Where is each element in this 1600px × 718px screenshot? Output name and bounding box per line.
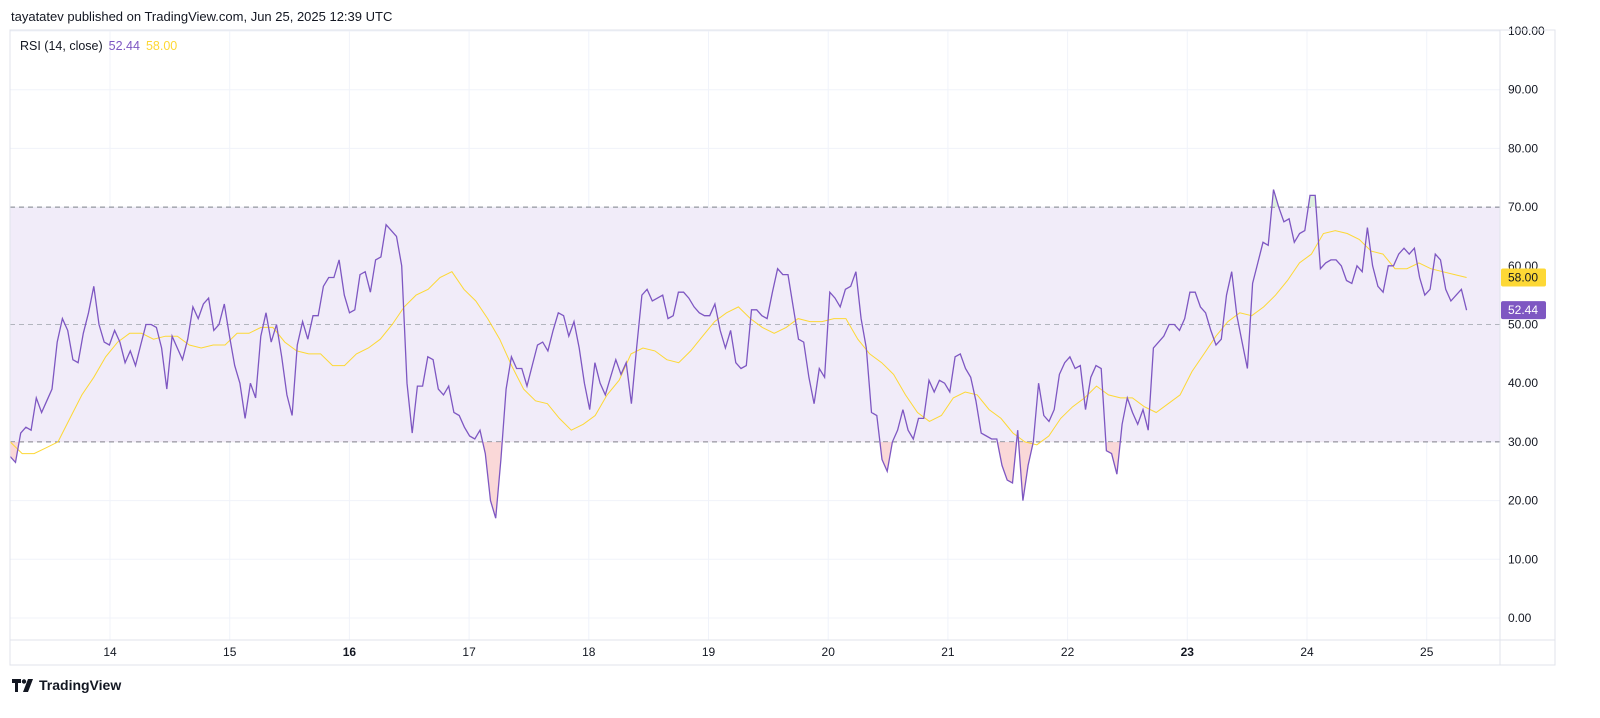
x-tick-label: 25 (1420, 645, 1434, 659)
y-tick-label: 100.00 (1508, 24, 1545, 38)
x-tick-label: 23 (1181, 645, 1195, 659)
x-tick-label: 14 (103, 645, 117, 659)
price-labels: 58.00 52.44 (1501, 268, 1546, 320)
publisher-caption: tayatatev published on TradingView.com, … (11, 9, 393, 24)
x-tick-label: 17 (462, 645, 476, 659)
x-tick-label: 15 (223, 645, 237, 659)
y-tick-label: 20.00 (1508, 494, 1538, 508)
y-tick-label: 0.00 (1508, 611, 1532, 625)
y-axis: 100.0090.0080.0070.0060.0050.0040.0030.0… (1508, 24, 1545, 625)
y-tick-label: 80.00 (1508, 141, 1538, 155)
ma-line (9, 230, 1467, 455)
y-tick-label: 90.00 (1508, 83, 1538, 97)
rsi-line (9, 189, 1468, 519)
indicator-legend[interactable]: RSI (14, close) 52.44 58.00 (20, 39, 183, 53)
x-tick-label: 20 (822, 645, 836, 659)
y-tick-label: 10.00 (1508, 552, 1538, 566)
rsi-price-label-bg (1501, 301, 1546, 320)
x-tick-label: 19 (702, 645, 716, 659)
ma-price-label: 58.00 (1508, 271, 1538, 285)
rsi-price-label: 52.44 (1508, 303, 1538, 317)
brand-name: TradingView (39, 677, 122, 693)
x-tick-label: 16 (343, 645, 357, 659)
y-tick-label: 30.00 (1508, 435, 1538, 449)
y-tick-label: 70.00 (1508, 200, 1538, 214)
footer-brand[interactable]: TradingView (12, 677, 121, 693)
x-tick-label: 24 (1300, 645, 1314, 659)
chart-frame (9, 29, 1556, 666)
y-tick-label: 50.00 (1508, 318, 1538, 332)
x-tick-label: 22 (1061, 645, 1075, 659)
ma-price-label-bg (1501, 268, 1546, 287)
y-tick-label: 40.00 (1508, 376, 1538, 390)
ma-value: 58.00 (145, 39, 178, 53)
x-tick-label: 21 (941, 645, 955, 659)
x-tick-label: 18 (582, 645, 596, 659)
rsi-band-fill (10, 207, 1500, 442)
indicator-name: RSI (14, close) (20, 39, 103, 53)
rsi-value: 52.44 (108, 39, 140, 53)
tradingview-logo-icon (12, 678, 33, 692)
x-axis: 14 15 16 17 18 19 20 21 22 23 24 25 (103, 645, 1433, 659)
